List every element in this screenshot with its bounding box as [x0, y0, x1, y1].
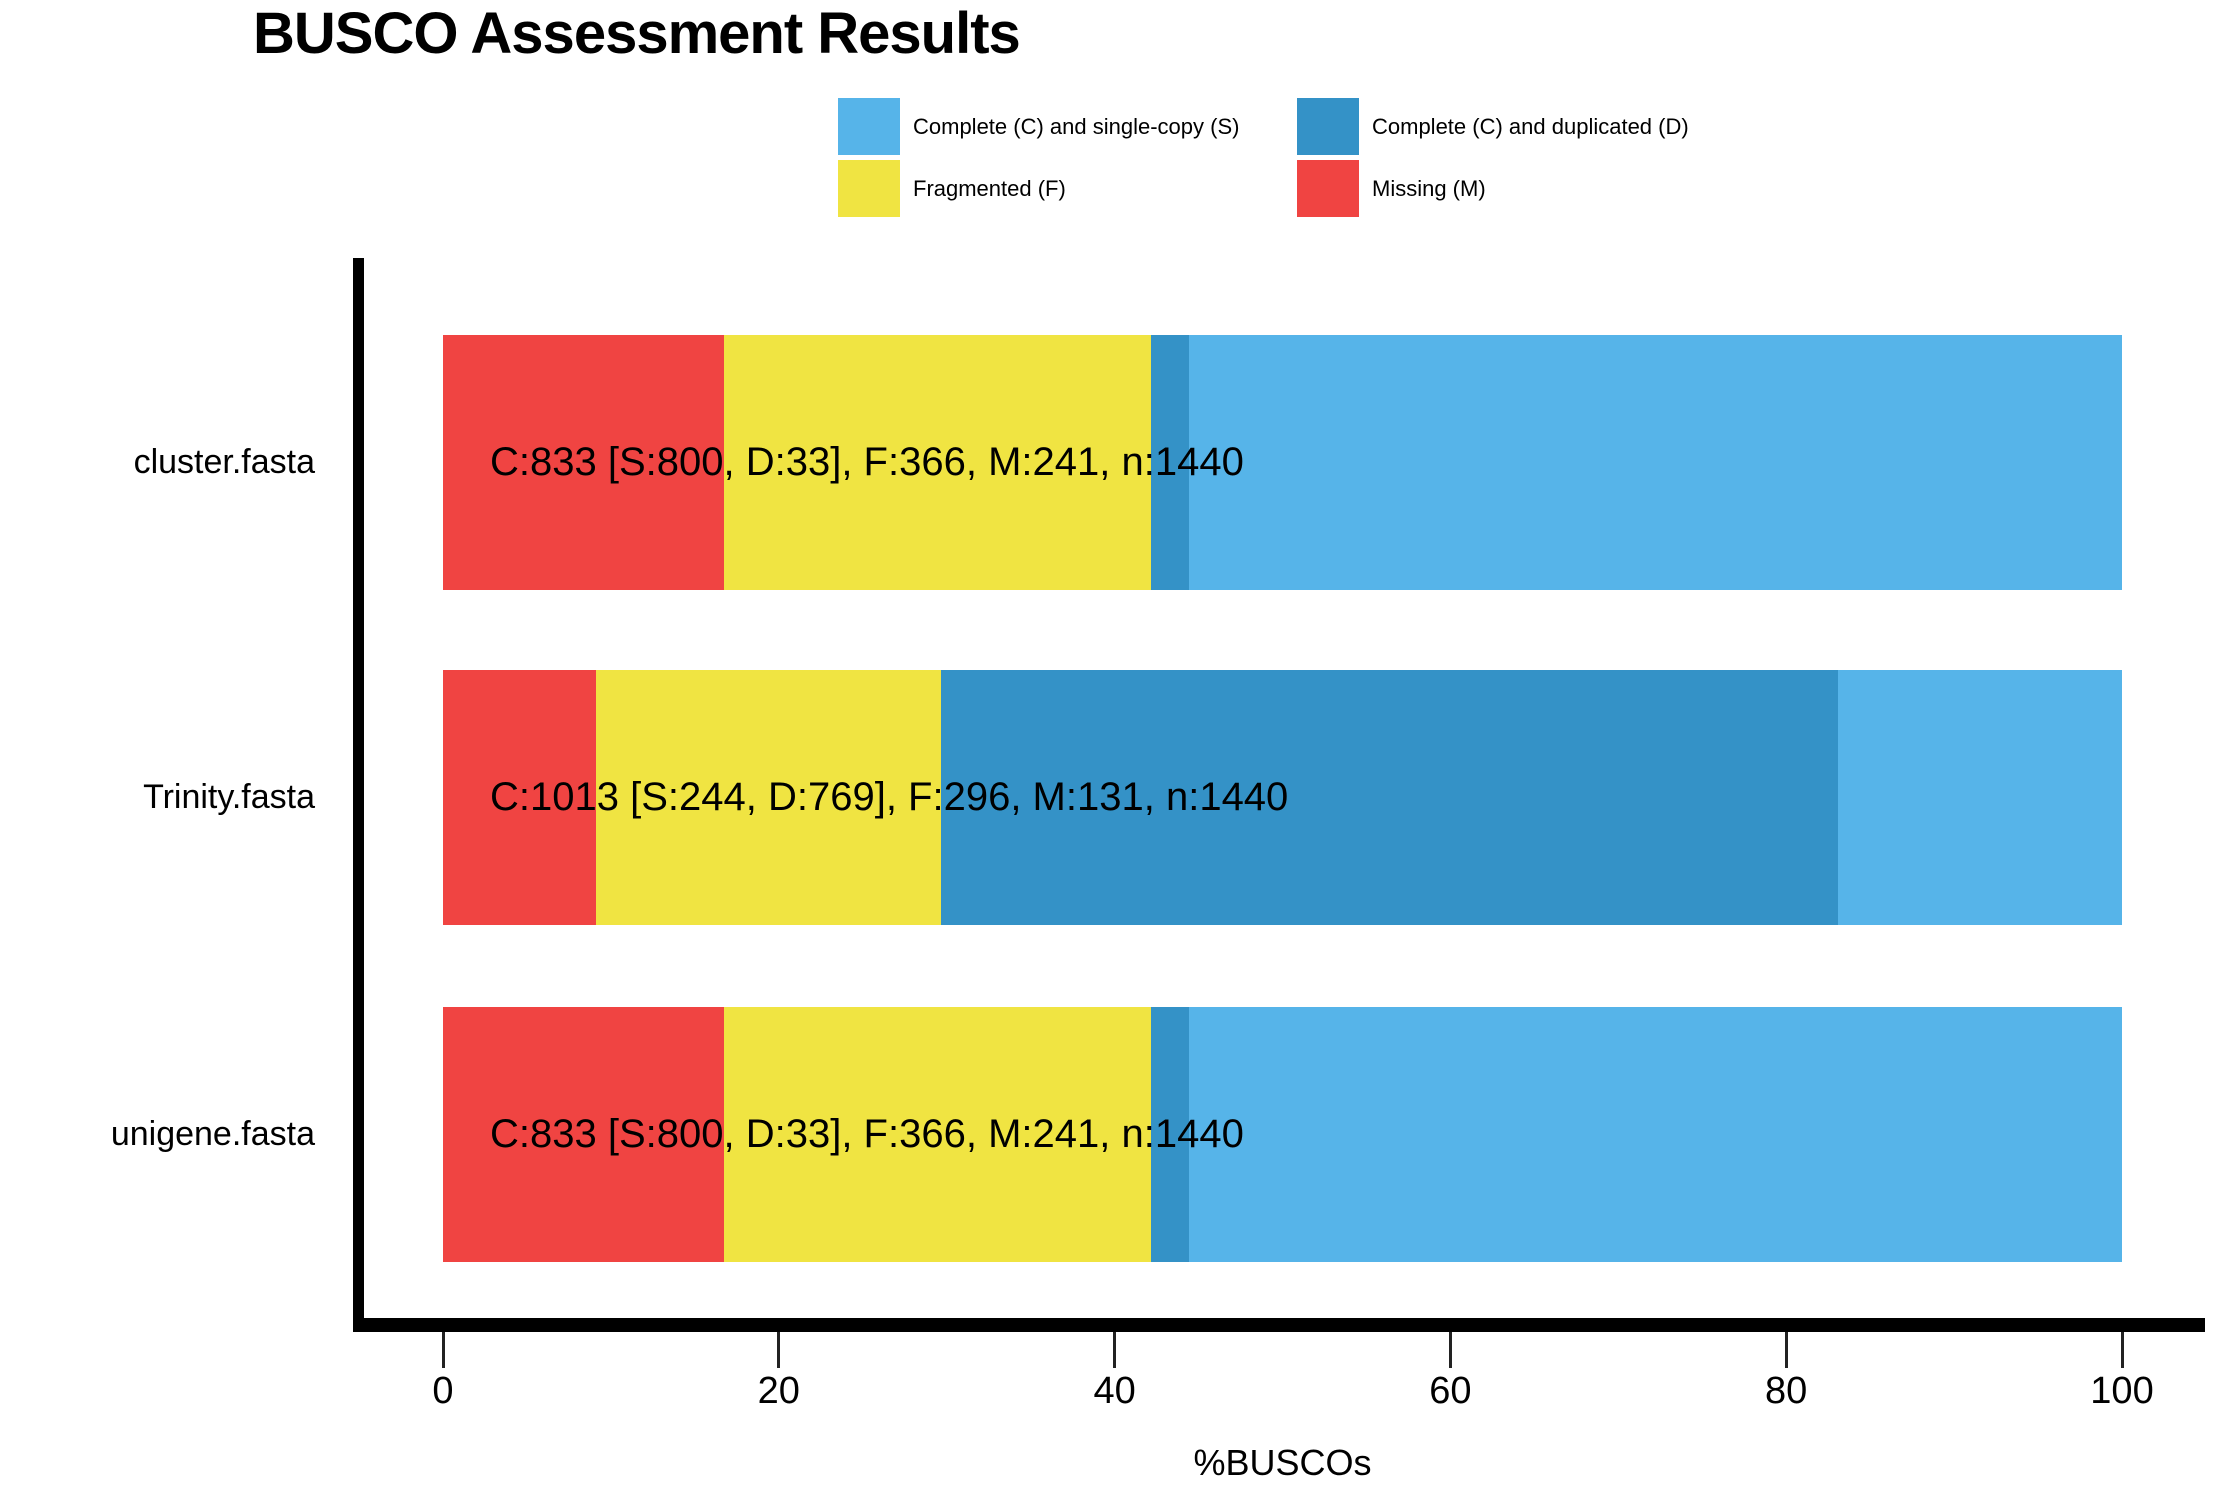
- y-tick-label-cluster.fasta: cluster.fasta: [133, 443, 315, 481]
- bar-Trinity.fasta: C:1013 [S:244, D:769], F:296, M:131, n:1…: [443, 670, 2122, 925]
- chart-title: BUSCO Assessment Results: [253, 1, 1021, 66]
- bar-cluster.fasta: C:833 [S:800, D:33], F:366, M:241, n:144…: [443, 335, 2122, 590]
- x-tick-label-40: 40: [1093, 1370, 1136, 1412]
- x-tick-mark-60: [1448, 1332, 1452, 1368]
- legend: Complete (C) and single-copy (S) Complete…: [838, 98, 1778, 222]
- bar-segment-fragmented: [724, 335, 1151, 590]
- x-tick-label-100: 100: [2090, 1370, 2154, 1412]
- bar-summary-label: C:833 [S:800, D:33], F:366, M:241, n:144…: [490, 1112, 1244, 1156]
- bar-segment-missing: [443, 1007, 725, 1262]
- bar-segment-missing: [443, 670, 596, 925]
- legend-item-missing: Missing (M): [1297, 160, 1756, 217]
- x-tick-mark-100: [2120, 1332, 2124, 1368]
- legend-item-fragmented: Fragmented (F): [838, 160, 1297, 217]
- legend-item-duplicated: Complete (C) and duplicated (D): [1297, 98, 1756, 155]
- x-axis-title: %BUSCOs: [1193, 1442, 1372, 1483]
- x-tick-label-60: 60: [1429, 1370, 1472, 1412]
- legend-label-fragmented: Fragmented (F): [913, 175, 1066, 201]
- bar-summary-label: C:833 [S:800, D:33], F:366, M:241, n:144…: [490, 440, 1244, 484]
- bar-segment-duplicated: [1150, 335, 1190, 590]
- bar-segment-single_copy: [1189, 1007, 2122, 1262]
- legend-label-duplicated: Complete (C) and duplicated (D): [1372, 113, 1689, 139]
- x-tick-mark-80: [1784, 1332, 1788, 1368]
- x-tick-mark-20: [777, 1332, 781, 1368]
- y-tick-label-Trinity.fasta: Trinity.fasta: [143, 778, 315, 816]
- y-axis-line: [353, 258, 364, 1332]
- legend-label-single_copy: Complete (C) and single-copy (S): [913, 113, 1240, 139]
- bar-segment-single_copy: [1189, 335, 2122, 590]
- legend-swatch-single_copy: [838, 98, 900, 155]
- y-tick-label-unigene.fasta: unigene.fasta: [110, 1115, 315, 1153]
- legend-item-single_copy: Complete (C) and single-copy (S): [838, 98, 1297, 155]
- bar-segment-fragmented: [595, 670, 941, 925]
- legend-swatch-duplicated: [1297, 98, 1359, 155]
- x-axis-line: [353, 1318, 2205, 1332]
- x-tick-label-80: 80: [1765, 1370, 1808, 1412]
- legend-swatch-missing: [1297, 160, 1359, 217]
- x-tick-mark-40: [1113, 1332, 1117, 1368]
- x-tick-mark-0: [441, 1332, 445, 1368]
- bar-unigene.fasta: C:833 [S:800, D:33], F:366, M:241, n:144…: [443, 1007, 2122, 1262]
- legend-swatch-fragmented: [838, 160, 900, 217]
- bar-segment-single_copy: [1837, 670, 2122, 925]
- legend-label-missing: Missing (M): [1372, 175, 1486, 201]
- bar-segment-duplicated: [940, 670, 1838, 925]
- bar-segment-missing: [443, 335, 725, 590]
- x-tick-label-20: 20: [757, 1370, 800, 1412]
- bar-summary-label: C:1013 [S:244, D:769], F:296, M:131, n:1…: [490, 775, 1289, 819]
- x-tick-label-0: 0: [432, 1370, 454, 1412]
- bar-segment-fragmented: [724, 1007, 1151, 1262]
- bar-segment-duplicated: [1150, 1007, 1190, 1262]
